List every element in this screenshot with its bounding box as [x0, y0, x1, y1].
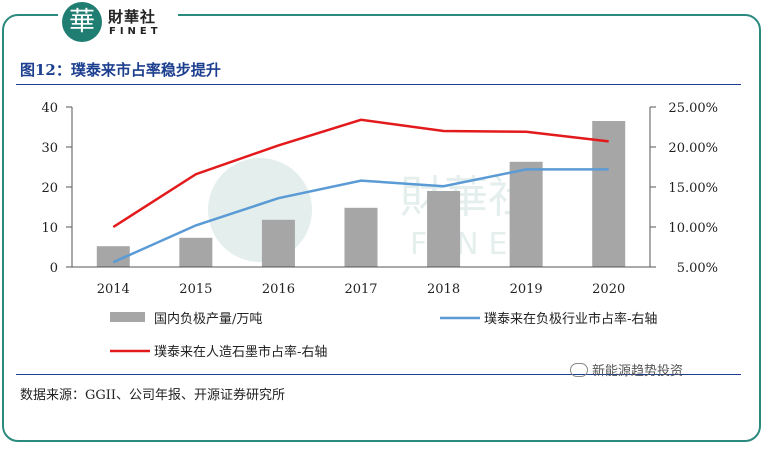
finet-logo: 華 財華社 FINET [58, 0, 178, 46]
legend-label: 国内负极产量/万吨 [154, 311, 262, 327]
line-series-2 [112, 118, 609, 229]
wechat-tag: 新能源趋势投资 [570, 360, 683, 379]
y-right-tick-label: 20.00% [668, 141, 718, 156]
y-right-tick-label: 15.00% [668, 181, 718, 196]
wechat-icon [570, 363, 588, 377]
wechat-label: 新能源趋势投资 [592, 364, 684, 379]
logo-mark: 華 [62, 2, 102, 42]
y-left-tick-label: 40 [41, 101, 58, 116]
logo-name-cn: 財華社 [108, 8, 157, 26]
x-tick-label: 2020 [592, 282, 625, 297]
figure-frame [2, 14, 761, 442]
bar-2018 [427, 191, 461, 267]
x-tick-label: 2014 [97, 282, 130, 297]
y-left-tick-label: 0 [50, 261, 58, 276]
y-right-tick-label: 10.00% [668, 221, 718, 236]
x-tick-label: 2019 [510, 282, 543, 297]
figure-title: 图12：璞泰来市占率稳步提升 [20, 61, 221, 79]
y-right-tick-label: 25.00% [668, 101, 718, 116]
legend-label: 璞泰来在人造石墨市占率-右轴 [154, 344, 327, 360]
bar-2015 [179, 237, 213, 267]
title-rule [16, 84, 741, 85]
bar-2014 [96, 246, 130, 267]
x-tick-label: 2017 [344, 282, 377, 297]
x-tick-label: 2016 [262, 282, 295, 297]
bottom-rule [16, 374, 741, 375]
x-tick-label: 2018 [427, 282, 460, 297]
legend-swatch-bar [110, 312, 145, 322]
y-right-tick-label: 5.00% [677, 261, 718, 276]
line-series-1 [112, 168, 609, 264]
logo-name-en: FINET [109, 26, 162, 37]
bar-2019 [509, 161, 543, 267]
y-left-tick-label: 20 [41, 181, 58, 196]
bar-2020 [592, 121, 626, 267]
legend-label: 璞泰来在负极行业市占率-右轴 [484, 311, 657, 327]
y-left-tick-label: 10 [41, 221, 58, 236]
source-note: 数据来源：GGII、公司年报、开源证券研究所 [20, 388, 286, 403]
x-tick-label: 2015 [179, 282, 212, 297]
bar-2016 [261, 219, 295, 267]
bar-2017 [344, 207, 378, 267]
y-left-tick-label: 30 [41, 141, 58, 156]
